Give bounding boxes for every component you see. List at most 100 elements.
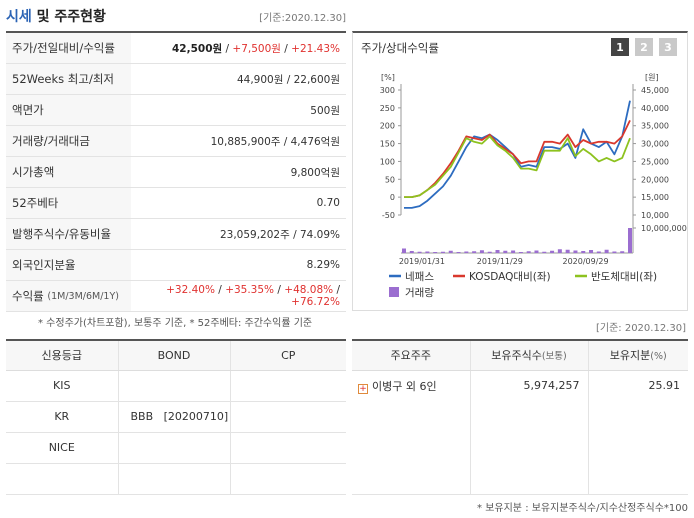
volume-bar [565, 249, 570, 253]
y-left-tick-label: 150 [380, 140, 395, 149]
row-value: 9,800억원 [290, 166, 340, 179]
credit-cp [230, 463, 346, 495]
price-change: +7,500원 [232, 42, 281, 55]
y-right-tick-label: 45,000 [641, 86, 669, 95]
credit-bond [118, 463, 231, 495]
credit-bond [118, 370, 231, 402]
volume-bar [495, 250, 500, 253]
chart-page-1-button[interactable]: 1 [611, 38, 629, 56]
credit-header: CP [230, 340, 346, 371]
holder-header: 보유주식수(보통) [470, 340, 589, 371]
volume-bar [511, 250, 516, 253]
base-date-holders: [기준: 2020.12.30] [595, 323, 686, 334]
price-row: 거래량/거래대금 10,885,900주 / 4,476억원 [6, 126, 346, 157]
y-left-tick-label: 0 [390, 193, 395, 202]
major-holders-table: 주요주주 보유주식수(보통) 보유지분(%) + 이병구 외 6인 5,974,2… [352, 339, 688, 495]
credit-bond: BBB [20200710] [118, 401, 231, 433]
y-left-tick-label: -50 [382, 211, 395, 220]
table-row: KIS [6, 370, 346, 402]
footnote-left: * 수정주가(차트포함), 보통주 기준, * 52주베타: 주간수익률 기준 [38, 318, 313, 329]
table-row: NICE [6, 432, 346, 464]
chart-panel: 주가/상대수익률 1 2 3 [%] [원] 300 250 200 150 100 50 0 -… [352, 31, 688, 311]
volume-bar [589, 250, 594, 253]
volume-bar [518, 252, 523, 253]
return-1m: +32.40% [166, 284, 215, 296]
x-tick-label: 2019/11/29 [477, 257, 523, 266]
volume-bar [402, 248, 406, 253]
holder-name-cell: + 이병구 외 6인 [352, 370, 471, 401]
holder-shares: 5,974,257 [470, 370, 589, 401]
volume-bar [479, 250, 484, 253]
legend-label: 네패스 [405, 271, 434, 283]
legend-label: KOSDAQ대비(좌) [469, 271, 551, 283]
credit-cp [230, 370, 346, 402]
volume-bar [526, 251, 531, 253]
row-value: 23,059,202주 / 74.09% [219, 228, 340, 241]
volume-bar [503, 250, 508, 253]
return-3m: +35.35% [225, 284, 275, 296]
y-left-tick-label: 100 [380, 157, 395, 166]
volume-bar [425, 251, 430, 253]
price-row: 외국인지분율 8.29% [6, 250, 346, 281]
price-row: 발행주식수/유동비율 23,059,202주 / 74.09% [6, 219, 346, 250]
series-line [404, 100, 631, 209]
price-row: 52주베타 0.70 [6, 188, 346, 219]
stock-chart: [%] [원] 300 250 200 150 100 50 0 -50 45,000 40,000 3… [380, 73, 687, 299]
volume-bar [487, 251, 492, 253]
price-row: 시가총액 9,800억원 [6, 157, 346, 188]
table-row: KR BBB [20200710] [6, 401, 346, 433]
y-left-tick-label: 250 [380, 104, 395, 113]
credit-agency: NICE [6, 432, 119, 464]
credit-agency: KIS [6, 370, 119, 402]
volume-bar [596, 251, 601, 253]
price-row: 액면가 500원 [6, 95, 346, 126]
return-6m: +48.08% [284, 284, 334, 296]
holder-name: 이병구 외 6인 [372, 379, 437, 393]
holder-header: 주요주주 [352, 340, 471, 371]
right-unit-label: [원] [645, 73, 659, 82]
credit-cp [230, 432, 346, 464]
expand-icon[interactable]: + [358, 383, 368, 394]
row-label: 거래량/거래대금 [6, 126, 131, 156]
credit-rating-table: 신용등급 BOND CP KIS KR BBB [20200710] NICE [6, 339, 346, 495]
y-right-tick-label: 35,000 [641, 122, 669, 131]
row-label: 52주베타 [6, 188, 131, 218]
chart-pager: 1 2 3 [611, 38, 677, 56]
volume-bar [409, 251, 414, 253]
holder-pct: 25.91 [648, 379, 681, 393]
price-row: 수익률 (1M/3M/6M/1Y) +32.40% / +35.35% / +4… [6, 281, 346, 312]
y-right-tick-label: 25,000 [641, 157, 669, 166]
table-row [6, 463, 346, 495]
row-label: 발행주식수/유동비율 [6, 219, 131, 249]
holder-header: 보유지분(%) [588, 340, 688, 371]
volume-bar [433, 252, 438, 253]
volume-bar [440, 251, 445, 253]
volume-bar [472, 251, 477, 253]
return-1y: +76.72% [291, 296, 340, 308]
volume-bar [573, 250, 578, 253]
row-value: 10,885,900주 / 4,476억원 [210, 135, 340, 148]
price-row: 52Weeks 최고/최저 44,900원 / 22,600원 [6, 64, 346, 95]
chart-page-2-button[interactable]: 2 [635, 38, 653, 56]
row-label: 수익률 (1M/3M/6M/1Y) [6, 281, 131, 311]
series-line [404, 135, 631, 199]
credit-bond [118, 432, 231, 464]
legend-label: 반도체대비(좌) [591, 271, 657, 283]
legend-swatch [389, 287, 399, 297]
row-value: 500원 [310, 104, 340, 117]
row-value: 44,900원 / 22,600원 [236, 73, 340, 86]
credit-header: BOND [118, 340, 231, 371]
page-title: 시세 및 주주현황 [6, 9, 106, 25]
price-row: 주가/전일대비/수익률 42,500원 / +7,500원 / +21.43% [6, 33, 346, 64]
volume-bar [542, 251, 547, 253]
footnote-right: * 보유지분 : 보유지분주식수/지수산정주식수*100 [477, 503, 688, 514]
credit-agency [6, 463, 119, 495]
x-tick-label: 2019/01/31 [399, 257, 445, 266]
chart-page-3-button[interactable]: 3 [659, 38, 677, 56]
y-left-tick-label: 200 [380, 122, 395, 131]
volume-bar [417, 251, 422, 253]
y-right-tick-label: 40,000 [641, 104, 669, 113]
series-line [404, 120, 631, 199]
y-right-tick-label: 10,000 [641, 211, 669, 220]
y-right-tick-label: 20,000 [641, 175, 669, 184]
